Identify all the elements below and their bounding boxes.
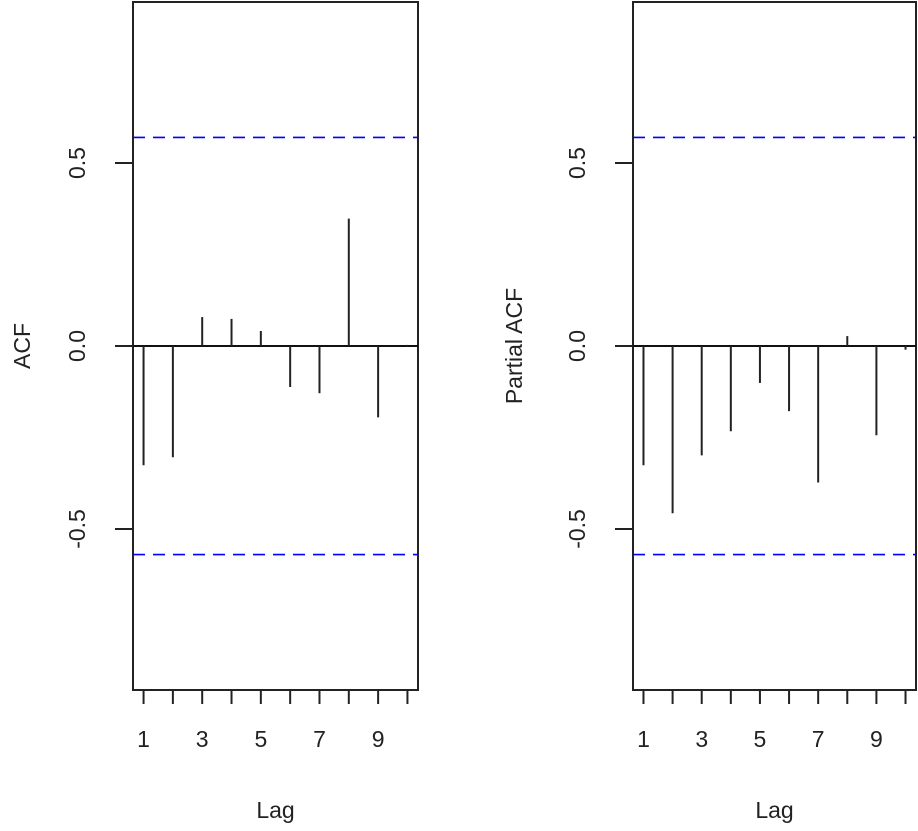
x-tick-label: 1 (637, 726, 650, 752)
y-tick-label: 0.0 (64, 330, 90, 362)
pacf-panel: 1 3 5 7 9 -0.5 0.0 0.5 Lag Partial ACF (501, 1, 917, 823)
y-tick-label: 0.5 (64, 147, 90, 179)
x-axis-label: Lag (256, 797, 294, 823)
x-axis-label: Lag (755, 797, 793, 823)
acf-panel: 1 3 5 7 9 -0.5 0.0 0.5 Lag ACF (9, 1, 419, 823)
x-tick-label: 1 (137, 726, 150, 752)
y-tick-label: 0.0 (564, 330, 590, 362)
y-axis-label: ACF (9, 323, 35, 369)
x-tick-label: 9 (870, 726, 883, 752)
x-tick-label: 5 (254, 726, 267, 752)
x-tick-label: 3 (695, 726, 708, 752)
x-tick-label: 9 (372, 726, 385, 752)
x-tick-label: 7 (812, 726, 825, 752)
x-tick-label: 7 (313, 726, 326, 752)
y-tick-label: 0.5 (564, 147, 590, 179)
y-tick-label: -0.5 (64, 509, 90, 549)
x-tick-label: 3 (196, 726, 209, 752)
y-tick-label: -0.5 (564, 509, 590, 549)
y-axis-label: Partial ACF (501, 288, 527, 404)
x-tick-label: 5 (754, 726, 767, 752)
